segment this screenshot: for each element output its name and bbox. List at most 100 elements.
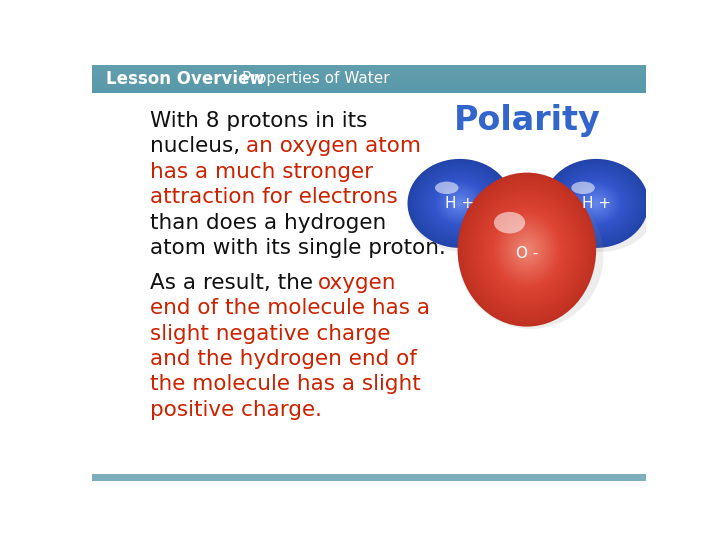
Ellipse shape: [550, 164, 642, 242]
Text: oxygen: oxygen: [318, 273, 397, 293]
Bar: [92, 71, 647, 72]
Ellipse shape: [461, 177, 593, 323]
Text: Lesson Overview: Lesson Overview: [106, 70, 264, 87]
Ellipse shape: [567, 179, 625, 228]
Ellipse shape: [564, 177, 628, 230]
Ellipse shape: [495, 214, 559, 286]
Text: With 8 protons in its: With 8 protons in its: [150, 111, 367, 131]
Ellipse shape: [458, 202, 462, 205]
Text: has a much stronger: has a much stronger: [150, 162, 373, 182]
Bar: [92, 65, 647, 66]
Bar: [92, 85, 647, 86]
Ellipse shape: [564, 176, 629, 231]
Ellipse shape: [447, 192, 473, 214]
Ellipse shape: [562, 174, 631, 233]
Bar: [92, 89, 647, 90]
Ellipse shape: [546, 160, 647, 246]
Ellipse shape: [581, 191, 611, 216]
Ellipse shape: [456, 200, 464, 207]
Bar: [92, 84, 647, 85]
Bar: [92, 69, 647, 70]
Bar: [92, 65, 647, 92]
Ellipse shape: [577, 187, 616, 220]
Ellipse shape: [571, 182, 621, 225]
Ellipse shape: [582, 192, 610, 215]
Ellipse shape: [409, 167, 518, 252]
Ellipse shape: [510, 231, 544, 269]
Ellipse shape: [590, 198, 602, 208]
Bar: [92, 66, 647, 67]
Ellipse shape: [495, 215, 558, 284]
Ellipse shape: [426, 174, 494, 232]
Ellipse shape: [428, 177, 491, 230]
Ellipse shape: [456, 200, 464, 206]
Ellipse shape: [464, 180, 589, 319]
Ellipse shape: [579, 188, 613, 218]
Ellipse shape: [425, 174, 495, 233]
Ellipse shape: [554, 167, 639, 240]
Text: nucleus,: nucleus,: [150, 137, 246, 157]
Ellipse shape: [588, 197, 604, 210]
Ellipse shape: [595, 202, 598, 205]
Text: H +: H +: [582, 196, 611, 211]
Ellipse shape: [487, 205, 567, 294]
Ellipse shape: [433, 181, 486, 226]
Text: and the hydrogen end of: and the hydrogen end of: [150, 349, 416, 369]
Ellipse shape: [483, 201, 571, 299]
Ellipse shape: [552, 166, 641, 241]
Ellipse shape: [544, 159, 649, 248]
Ellipse shape: [438, 185, 482, 222]
Ellipse shape: [507, 228, 546, 272]
Ellipse shape: [409, 160, 510, 246]
Ellipse shape: [549, 163, 643, 244]
Ellipse shape: [418, 168, 502, 239]
Bar: [92, 79, 647, 80]
Ellipse shape: [478, 195, 575, 303]
Ellipse shape: [558, 171, 634, 236]
Ellipse shape: [544, 160, 647, 247]
Ellipse shape: [475, 192, 579, 307]
Ellipse shape: [428, 176, 492, 231]
Ellipse shape: [546, 161, 646, 246]
Ellipse shape: [487, 206, 566, 293]
Ellipse shape: [571, 181, 595, 194]
Text: Polarity: Polarity: [454, 104, 600, 137]
Ellipse shape: [557, 170, 636, 237]
Ellipse shape: [573, 184, 618, 222]
Ellipse shape: [556, 169, 636, 238]
Ellipse shape: [460, 175, 594, 324]
Text: end of the molecule has a: end of the molecule has a: [150, 298, 430, 318]
Ellipse shape: [440, 186, 480, 220]
Ellipse shape: [423, 172, 497, 234]
Ellipse shape: [450, 195, 469, 212]
Ellipse shape: [444, 190, 477, 218]
Ellipse shape: [417, 167, 503, 240]
Ellipse shape: [519, 241, 535, 259]
Ellipse shape: [547, 162, 645, 245]
Ellipse shape: [595, 202, 597, 204]
Ellipse shape: [514, 235, 539, 264]
Ellipse shape: [572, 184, 620, 224]
Ellipse shape: [516, 238, 537, 261]
Ellipse shape: [572, 183, 621, 224]
Text: positive charge.: positive charge.: [150, 400, 322, 420]
Ellipse shape: [420, 170, 499, 237]
Ellipse shape: [470, 187, 583, 313]
Ellipse shape: [503, 222, 551, 276]
Ellipse shape: [569, 180, 624, 226]
Ellipse shape: [451, 196, 469, 211]
Text: O -: O -: [516, 246, 538, 261]
Ellipse shape: [413, 164, 506, 242]
Ellipse shape: [453, 198, 467, 210]
Ellipse shape: [433, 180, 487, 226]
Ellipse shape: [562, 174, 630, 232]
Ellipse shape: [474, 191, 580, 309]
Bar: [92, 75, 647, 76]
Ellipse shape: [563, 175, 629, 232]
Text: an oxygen atom: an oxygen atom: [246, 137, 421, 157]
Ellipse shape: [427, 175, 493, 232]
Ellipse shape: [415, 166, 505, 241]
Ellipse shape: [566, 178, 626, 230]
Ellipse shape: [415, 165, 505, 242]
Ellipse shape: [484, 202, 570, 297]
